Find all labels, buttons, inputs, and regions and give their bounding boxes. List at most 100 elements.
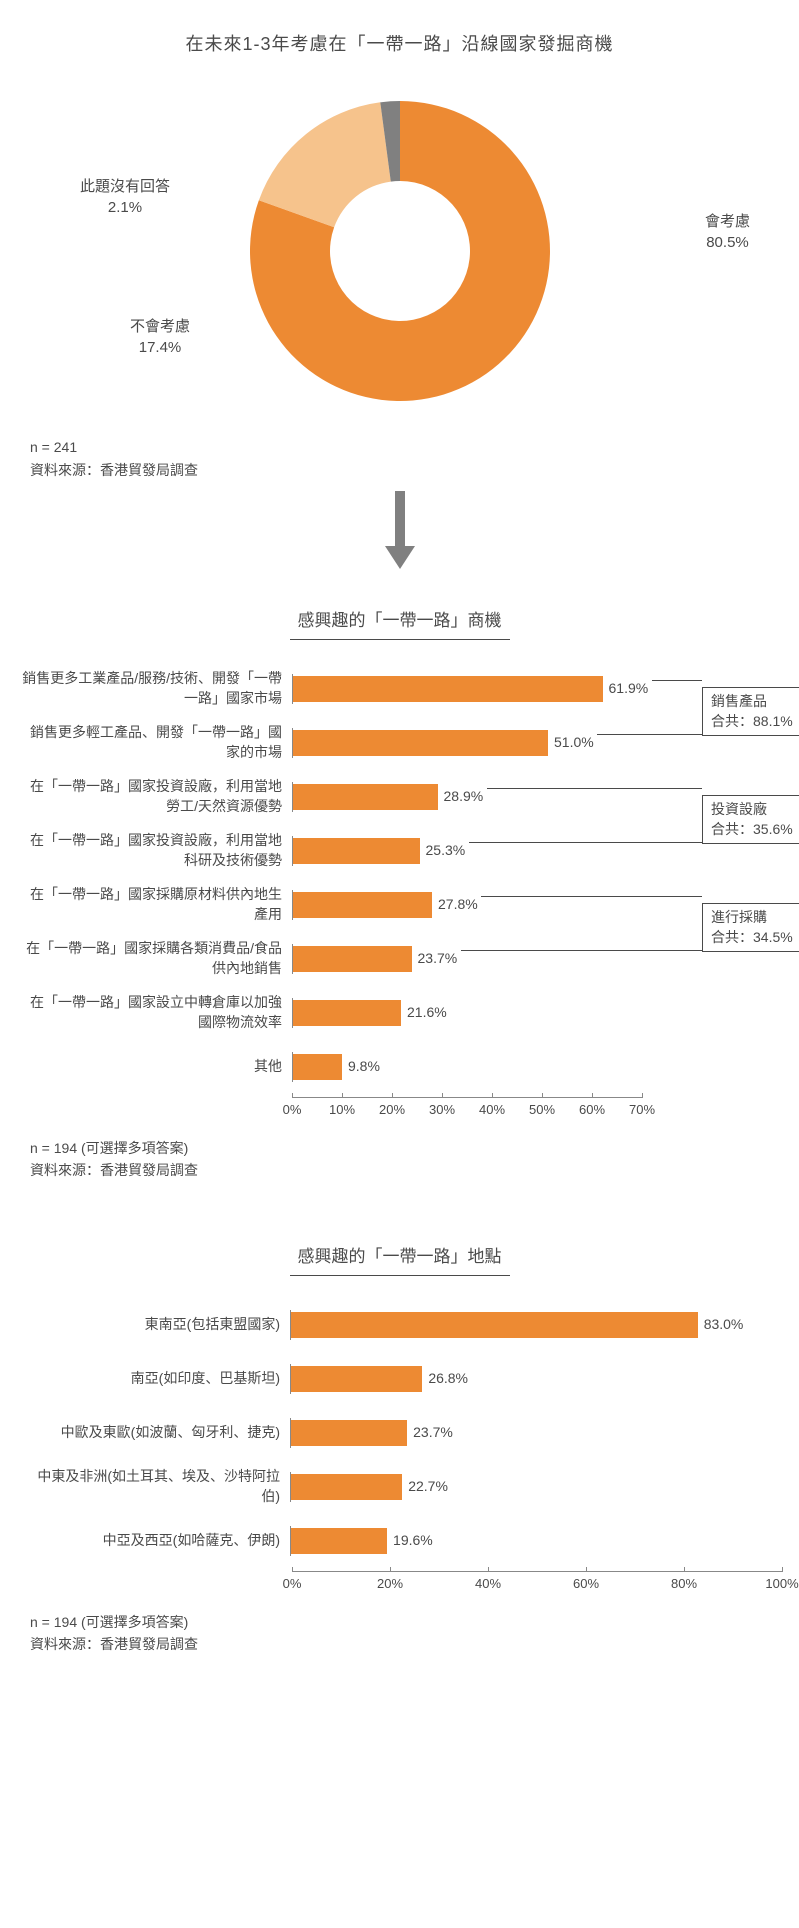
annotation-box: 進行採購合共：34.5%	[702, 903, 799, 952]
bar2-section: 感興趣的「一帶一路」地點 東南亞(包括東盟國家)83.0% 南亞(如印度、巴基斯坦…	[20, 1242, 779, 1656]
x-tick	[684, 1567, 685, 1572]
bar2-title: 感興趣的「一帶一路」地點	[20, 1242, 779, 1267]
bar-rect	[291, 1312, 698, 1338]
x-tick-label: 20%	[379, 1102, 405, 1117]
bar-row: 東南亞(包括東盟國家)83.0%	[20, 1301, 780, 1349]
bar-row-label: 在「一帶一路」國家投資設廠，利用當地科研及技術優勢	[20, 831, 292, 870]
bar-rect	[291, 1528, 387, 1554]
bar-row-plot: 19.6%	[290, 1526, 780, 1556]
bar-row-label: 在「一帶一路」國家投資設廠，利用當地勞工/天然資源優勢	[20, 777, 292, 816]
annotation-box: 投資設廠合共：35.6%	[702, 795, 799, 844]
x-tick-label: 70%	[629, 1102, 655, 1117]
bar-rect	[293, 730, 548, 756]
x-axis: 0%20%40%60%80%100%	[292, 1571, 782, 1596]
bar-row-label: 在「一帶一路」國家設立中轉倉庫以加強國際物流效率	[20, 993, 292, 1032]
bar-row: 中亞及西亞(如哈薩克、伊朗)19.6%	[20, 1517, 780, 1565]
bar-row: 在「一帶一路」國家採購各類消費品/食品供內地銷售 23.7%	[20, 935, 780, 983]
bar-row-plot: 22.7%	[290, 1472, 780, 1502]
bar-row: 在「一帶一路」國家設立中轉倉庫以加強國際物流效率 21.6%	[20, 989, 780, 1037]
bar1-source: 資料來源：香港貿發局調查	[30, 1159, 779, 1181]
bar-row: 銷售更多工業產品/服務/技術、開發「一帶一路」國家市場61.9%	[20, 665, 780, 713]
bar-row: 其他 9.8%	[20, 1043, 780, 1091]
bar-row-label: 中歐及東歐(如波蘭、匈牙利、捷克)	[20, 1423, 290, 1443]
bar1-title: 感興趣的「一帶一路」商機	[20, 606, 779, 631]
bar-rect	[293, 1054, 342, 1080]
donut-label-notconsider: 不會考慮17.4%	[130, 316, 190, 358]
bar-rect	[291, 1420, 407, 1446]
bar-row-plot: 9.8%	[292, 1052, 642, 1082]
bar-row-label: 在「一帶一路」國家採購原材料供內地生產用	[20, 885, 292, 924]
bar-row: 中東及非洲(如土耳其、埃及、沙特阿拉伯)22.7%	[20, 1463, 780, 1511]
annotation-line	[461, 950, 703, 951]
bar-rect	[293, 892, 432, 918]
bar-row-plot: 51.0%	[292, 728, 642, 758]
bar-value: 26.8%	[428, 1370, 468, 1386]
bar-rect	[293, 946, 412, 972]
bar-row-plot: 61.9%	[292, 674, 642, 704]
donut-title: 在未來1-3年考慮在「一帶一路」沿線國家發掘商機	[20, 30, 779, 56]
bar-row: 銷售更多輕工產品、開發「一帶一路」國家的市場 51.0%	[20, 719, 780, 767]
bar-row: 南亞(如印度、巴基斯坦) 26.8%	[20, 1355, 780, 1403]
x-tick	[442, 1093, 443, 1098]
bar1-n: n = 194 (可選擇多項答案)	[30, 1137, 779, 1159]
bar-row-label: 南亞(如印度、巴基斯坦)	[20, 1369, 290, 1389]
bar1-section: 感興趣的「一帶一路」商機 銷售更多工業產品/服務/技術、開發「一帶一路」國家市場…	[20, 606, 779, 1182]
bar-row-plot: 27.8%	[292, 890, 642, 920]
x-tick-label: 30%	[429, 1102, 455, 1117]
bar-row-plot: 25.3%	[292, 836, 642, 866]
donut-chart: 會考慮80.5% 不會考慮17.4% 此題沒有回答2.1% n = 241 資料…	[20, 81, 780, 481]
bar-value: 23.7%	[418, 950, 458, 966]
bar-rect	[291, 1474, 402, 1500]
bar1-chart: 銷售更多工業產品/服務/技術、開發「一帶一路」國家市場61.9%銷售更多輕工產品…	[20, 665, 780, 1122]
x-tick	[390, 1567, 391, 1572]
bar-row-plot: 23.7%	[292, 944, 642, 974]
bar-rect	[291, 1366, 422, 1392]
bar-value: 9.8%	[348, 1058, 380, 1074]
x-tick-label: 100%	[765, 1576, 798, 1591]
bar-value: 51.0%	[554, 734, 594, 750]
x-tick-label: 60%	[573, 1576, 599, 1591]
x-tick-label: 10%	[329, 1102, 355, 1117]
x-tick	[642, 1093, 643, 1098]
bar-row: 在「一帶一路」國家採購原材料供內地生產用27.8%	[20, 881, 780, 929]
x-tick-label: 0%	[283, 1576, 302, 1591]
bar-value: 19.6%	[393, 1532, 433, 1548]
bar-row-label: 銷售更多輕工產品、開發「一帶一路」國家的市場	[20, 723, 292, 762]
bar-rect	[293, 784, 438, 810]
bar-row-plot: 26.8%	[290, 1364, 780, 1394]
x-tick-label: 80%	[671, 1576, 697, 1591]
x-tick-label: 50%	[529, 1102, 555, 1117]
bar-rect	[293, 1000, 401, 1026]
bar-row-plot: 23.7%	[290, 1418, 780, 1448]
bar-row: 在「一帶一路」國家投資設廠，利用當地勞工/天然資源優勢 28.9%	[20, 773, 780, 821]
donut-label-noanswer: 此題沒有回答2.1%	[80, 176, 170, 218]
bar-row-plot: 28.9%	[292, 782, 642, 812]
bar-value: 23.7%	[413, 1424, 453, 1440]
x-tick	[586, 1567, 587, 1572]
x-tick	[542, 1093, 543, 1098]
bar-row-label: 在「一帶一路」國家採購各類消費品/食品供內地銷售	[20, 939, 292, 978]
bar2-chart: 東南亞(包括東盟國家)83.0% 南亞(如印度、巴基斯坦) 26.8% 中歐及東歐(如…	[20, 1301, 780, 1596]
bar2-underline	[290, 1275, 510, 1276]
x-tick-label: 60%	[579, 1102, 605, 1117]
donut-n: n = 241	[30, 436, 198, 458]
bar-value: 22.7%	[408, 1478, 448, 1494]
bar1-underline	[290, 639, 510, 640]
x-tick	[782, 1567, 783, 1572]
donut-source: 資料來源：香港貿發局調查	[30, 459, 198, 481]
bar-row: 在「一帶一路」國家投資設廠，利用當地科研及技術優勢25.3%	[20, 827, 780, 875]
annotation-line	[652, 680, 703, 681]
bar2-n: n = 194 (可選擇多項答案)	[30, 1611, 779, 1633]
bar-value: 21.6%	[407, 1004, 447, 1020]
bar-row: 中歐及東歐(如波蘭、匈牙利、捷克) 23.7%	[20, 1409, 780, 1457]
annotation-line	[481, 896, 702, 897]
x-axis: 0%10%20%30%40%50%60%70%	[292, 1097, 642, 1122]
bar-value: 28.9%	[444, 788, 484, 804]
x-tick	[392, 1093, 393, 1098]
x-tick	[292, 1093, 293, 1098]
down-arrow	[20, 491, 779, 576]
x-tick	[492, 1093, 493, 1098]
bar-row-label: 銷售更多工業產品/服務/技術、開發「一帶一路」國家市場	[20, 669, 292, 708]
bar-row-label: 其他	[20, 1057, 292, 1077]
x-tick	[292, 1567, 293, 1572]
